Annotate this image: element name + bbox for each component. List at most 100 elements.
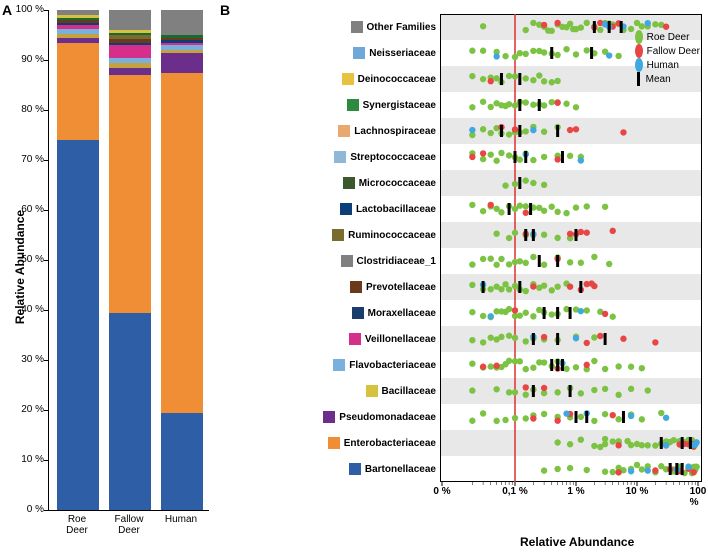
family-swatch bbox=[349, 333, 361, 345]
family-swatch bbox=[343, 177, 355, 189]
family-label: Streptococcaceae bbox=[350, 152, 436, 163]
family-row: Lachnospiraceae bbox=[220, 118, 440, 144]
family-row: Prevotellaceae bbox=[220, 274, 440, 300]
xtick-a: FallowDeer bbox=[104, 514, 154, 536]
family-row: Flavobacteriaceae bbox=[220, 352, 440, 378]
bar-seg bbox=[57, 15, 99, 18]
family-swatch bbox=[341, 255, 353, 267]
bar-seg bbox=[109, 58, 151, 63]
family-row: Moraxellaceae bbox=[220, 300, 440, 326]
family-row: Pseudomonadaceae bbox=[220, 404, 440, 430]
family-label: Bartonellaceae bbox=[365, 464, 436, 475]
xtick-b: 0,1 % bbox=[502, 486, 528, 497]
family-label: Pseudomonadaceae bbox=[339, 412, 436, 423]
bar-seg bbox=[161, 10, 203, 35]
bar-seg bbox=[161, 40, 203, 43]
bar-seg bbox=[57, 34, 99, 38]
legend-item: Fallow Deer bbox=[635, 44, 700, 58]
family-label: Neisseriaceae bbox=[369, 48, 436, 59]
bar-seg bbox=[57, 29, 99, 34]
bar-seg bbox=[109, 33, 151, 36]
family-label: Moraxellaceae bbox=[368, 308, 436, 319]
panel-b: B Other FamiliesNeisseriaceaeDeinococcac… bbox=[220, 0, 708, 555]
bar-seg bbox=[57, 43, 99, 141]
bar-seg bbox=[109, 30, 151, 33]
family-swatch bbox=[353, 47, 365, 59]
legend-item: Roe Deer bbox=[635, 30, 700, 44]
bar-seg bbox=[109, 45, 151, 58]
family-swatch bbox=[342, 73, 354, 85]
panel-a-label: A bbox=[2, 2, 12, 18]
family-swatch bbox=[352, 307, 364, 319]
bar-seg bbox=[57, 38, 99, 43]
bar-seg bbox=[57, 25, 99, 29]
family-row: Veillonellaceae bbox=[220, 326, 440, 352]
bar-seg bbox=[161, 73, 203, 413]
legend-item: Human bbox=[635, 58, 700, 72]
ytick-a: 10 % bbox=[14, 454, 44, 465]
xtick-a: Human bbox=[156, 514, 206, 525]
bar-seg bbox=[161, 413, 203, 511]
family-row: Other Families bbox=[220, 14, 440, 40]
ytick-a: 90 % bbox=[14, 54, 44, 65]
ytick-a: 50 % bbox=[14, 254, 44, 265]
family-row: Bacillaceae bbox=[220, 378, 440, 404]
family-row: Ruminococcaceae bbox=[220, 222, 440, 248]
family-row: Streptococcaceae bbox=[220, 144, 440, 170]
family-row: Neisseriaceae bbox=[220, 40, 440, 66]
chart-wrap: A Relative Abundance 0 %10 %20 %30 %40 %… bbox=[0, 0, 708, 555]
xtick-b: 10 % bbox=[626, 486, 649, 497]
bar-seg bbox=[109, 313, 151, 511]
panel-b-xlabel: Relative Abundance bbox=[520, 535, 634, 549]
family-swatch bbox=[328, 437, 340, 449]
family-swatch bbox=[334, 151, 346, 163]
family-label: Lachnospiraceae bbox=[354, 126, 436, 137]
bar-seg bbox=[161, 45, 203, 50]
legend-item: Mean bbox=[635, 72, 700, 86]
xtick-a: RoeDeer bbox=[52, 514, 102, 536]
family-label: Enterobacteriaceae bbox=[344, 438, 436, 449]
panel-a: A Relative Abundance 0 %10 %20 %30 %40 %… bbox=[0, 0, 220, 555]
bar-seg bbox=[109, 75, 151, 313]
family-row: Bartonellaceae bbox=[220, 456, 440, 482]
bar-seg bbox=[109, 63, 151, 68]
family-swatch bbox=[340, 203, 352, 215]
family-swatch bbox=[333, 359, 345, 371]
family-swatch bbox=[366, 385, 378, 397]
family-row: Enterobacteriaceae bbox=[220, 430, 440, 456]
bar-seg bbox=[57, 23, 99, 26]
family-row: Synergistaceae bbox=[220, 92, 440, 118]
plot-a-area bbox=[48, 10, 209, 511]
bar-seg bbox=[109, 35, 151, 39]
family-swatch bbox=[323, 411, 335, 423]
family-label: Micrococcaceae bbox=[359, 178, 436, 189]
family-label: Other Families bbox=[367, 22, 436, 33]
family-label: Ruminococcaceae bbox=[348, 230, 436, 241]
bar-seg bbox=[161, 35, 203, 38]
family-label: Deinococcaceae bbox=[358, 74, 436, 85]
bar-seg bbox=[161, 50, 203, 53]
family-swatch bbox=[332, 229, 344, 241]
family-label: Flavobacteriaceae bbox=[349, 360, 436, 371]
xtick-b: 100 % bbox=[690, 486, 707, 508]
family-label: Prevotellaceae bbox=[366, 282, 436, 293]
family-swatch bbox=[347, 99, 359, 111]
bar-seg bbox=[161, 53, 203, 73]
bar-seg bbox=[161, 43, 203, 46]
ytick-a: 80 % bbox=[14, 104, 44, 115]
ytick-a: 0 % bbox=[14, 504, 44, 515]
family-swatch bbox=[351, 21, 363, 33]
family-row: Clostridiaceae_1 bbox=[220, 248, 440, 274]
family-swatch bbox=[350, 281, 362, 293]
xtick-b: 0 % bbox=[433, 486, 450, 497]
ytick-a: 20 % bbox=[14, 404, 44, 415]
family-label: Synergistaceae bbox=[363, 100, 436, 111]
family-row: Deinococcaceae bbox=[220, 66, 440, 92]
ytick-a: 100 % bbox=[14, 4, 44, 15]
family-swatch bbox=[349, 463, 361, 475]
xtick-b: 1 % bbox=[567, 486, 584, 497]
bar-seg bbox=[161, 38, 203, 41]
family-label: Lactobacillaceae bbox=[356, 204, 436, 215]
ytick-a: 40 % bbox=[14, 304, 44, 315]
ytick-a: 60 % bbox=[14, 204, 44, 215]
